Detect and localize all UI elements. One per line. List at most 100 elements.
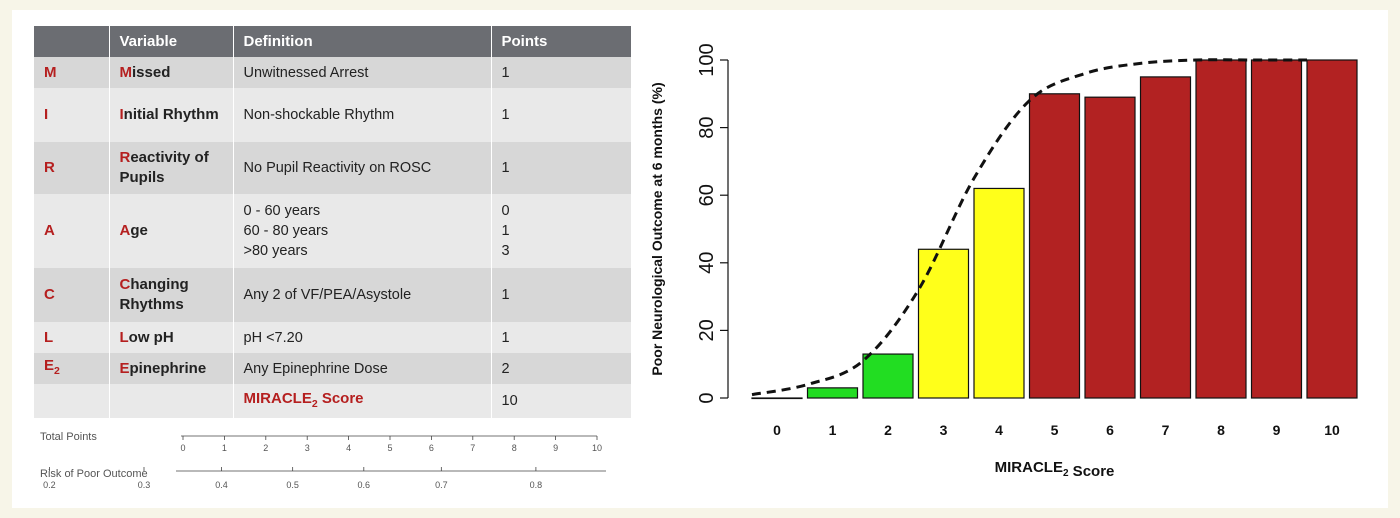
bar-6 bbox=[1084, 96, 1136, 399]
header-variable: Variable bbox=[109, 26, 234, 57]
total-points-tick-label: 2 bbox=[263, 443, 268, 453]
bar-3 bbox=[917, 248, 970, 399]
table-total-row: MIRACLE2 Score 10 bbox=[34, 384, 631, 418]
bar-chart: 0 20 40 60 80 100 0 1 2 3 4 5 6 7 8 9 10 Poor Neurologi… bbox=[649, 43, 1358, 480]
y-tick-label: 20 bbox=[696, 319, 718, 341]
definition-line: 60 - 80 years bbox=[243, 223, 329, 239]
row-points: 1 bbox=[491, 88, 631, 142]
bar-1 bbox=[806, 387, 859, 399]
table-row: A Age 0 - 60 years 60 - 80 years >80 years 0 1… bbox=[34, 194, 631, 268]
row-definition: Any 2 of VF/PEA/Asystole bbox=[233, 268, 492, 322]
points-line: 1 bbox=[501, 160, 510, 176]
header-definition: Definition bbox=[233, 26, 492, 57]
total-points-tick-label: 8 bbox=[512, 443, 517, 453]
points-line: 0 bbox=[501, 203, 510, 219]
risk-tick-label: 0.7 bbox=[435, 480, 448, 490]
y-axis: 0 20 40 60 80 100 bbox=[696, 43, 729, 404]
total-points-tick-label: 3 bbox=[305, 443, 310, 453]
bar-0 bbox=[751, 397, 803, 400]
miracle2-score-table: Variable Definition Points M Missed Unwitn… bbox=[34, 26, 631, 418]
header-points: Points bbox=[491, 26, 631, 57]
total-points-tick-label: 1 bbox=[222, 443, 227, 453]
row-variable: Changing Rhythms bbox=[109, 268, 234, 322]
variable-rest: eactivity of Pupils bbox=[119, 149, 209, 186]
table-row: L Low pH pH <7.20 1 bbox=[34, 322, 631, 353]
definition-line: pH <7.20 bbox=[243, 329, 303, 346]
table-body: M Missed Unwitnessed Arrest 1 I Initial Rhyth… bbox=[34, 57, 631, 418]
x-tick-label: 4 bbox=[995, 422, 1003, 438]
variable-rest: issed bbox=[132, 63, 171, 81]
bar-2 bbox=[862, 353, 914, 399]
bar-4 bbox=[973, 187, 1025, 399]
points-line: 3 bbox=[501, 243, 510, 259]
total-points-tick-label: 5 bbox=[387, 443, 392, 453]
bar-8 bbox=[1195, 59, 1247, 399]
bars bbox=[751, 59, 1358, 400]
y-tick-label: 40 bbox=[696, 252, 718, 274]
points-line: 1 bbox=[501, 329, 510, 346]
y-tick-label: 0 bbox=[696, 392, 718, 403]
x-tick-label: 8 bbox=[1217, 422, 1225, 438]
row-variable: Epinephrine bbox=[109, 353, 234, 384]
row-definition: No Pupil Reactivity on ROSC bbox=[233, 142, 492, 194]
row-definition: Non-shockable Rhythm bbox=[233, 88, 492, 142]
variable-rest: hanging Rhythms bbox=[119, 276, 189, 313]
y-tick-label: 60 bbox=[696, 184, 718, 206]
total-points-tick-label: 6 bbox=[429, 443, 434, 453]
row-variable: Low pH bbox=[109, 322, 234, 353]
total-score-points: 10 bbox=[491, 384, 631, 418]
points-line: 1 bbox=[501, 223, 510, 239]
variable-initial: R bbox=[119, 149, 131, 166]
variable-rest: ge bbox=[130, 222, 148, 239]
table-header-row: Variable Definition Points bbox=[34, 26, 631, 57]
empty-cell bbox=[34, 384, 110, 418]
variable-initial: E bbox=[119, 359, 130, 377]
empty-cell bbox=[109, 384, 234, 418]
row-letter: I bbox=[34, 88, 110, 142]
row-definition: Unwitnessed Arrest bbox=[233, 57, 492, 88]
total-score-label: MIRACLE2 Score bbox=[233, 384, 492, 418]
row-points: 1 bbox=[491, 322, 631, 353]
x-tick-label: 10 bbox=[1324, 422, 1340, 438]
row-letter: R bbox=[34, 142, 110, 194]
y-tick-label: 100 bbox=[696, 43, 718, 76]
variable-initial: M bbox=[119, 63, 133, 81]
row-definition: 0 - 60 years 60 - 80 years >80 years bbox=[233, 194, 492, 268]
total-points-label: Total Points bbox=[40, 431, 97, 443]
variable-rest: ow pH bbox=[128, 328, 174, 346]
header-letter bbox=[34, 26, 110, 57]
table-row: C Changing Rhythms Any 2 of VF/PEA/Asystol… bbox=[34, 268, 631, 322]
row-letter: E2 bbox=[34, 353, 110, 384]
variable-initial: I bbox=[119, 106, 124, 123]
risk-tick-label: 0.3 bbox=[138, 480, 151, 490]
risk-ticks: 0.0250.050.10.20.30.40.50.60.70.80.90.95… bbox=[43, 467, 543, 490]
x-tick-label: 9 bbox=[1273, 422, 1281, 438]
total-points-tick-label: 7 bbox=[470, 443, 475, 453]
y-tick-label: 80 bbox=[696, 116, 718, 138]
bar-7 bbox=[1139, 76, 1192, 399]
bar-9 bbox=[1250, 59, 1303, 399]
row-definition: Any Epinephrine Dose bbox=[233, 353, 492, 384]
definition-line: Any Epinephrine Dose bbox=[243, 360, 388, 377]
risk-tick-label: 0.8 bbox=[530, 480, 543, 490]
bar-10 bbox=[1306, 59, 1358, 399]
bar-5 bbox=[1028, 93, 1081, 399]
points-line: 1 bbox=[501, 287, 510, 303]
fitted-curve bbox=[751, 58, 1307, 397]
row-variable: Reactivity of Pupils bbox=[109, 142, 234, 194]
total-points-tick-label: 4 bbox=[346, 443, 351, 453]
variable-rest: pinephrine bbox=[129, 359, 207, 377]
row-variable: Initial Rhythm bbox=[109, 88, 234, 142]
definition-line: Unwitnessed Arrest bbox=[243, 64, 369, 81]
row-letter: L bbox=[34, 322, 110, 353]
row-letter: M bbox=[34, 57, 110, 88]
x-tick-label: 3 bbox=[940, 422, 948, 438]
risk-tick-label: 0.5 bbox=[286, 480, 299, 490]
x-tick-label: 6 bbox=[1106, 422, 1114, 438]
x-tick-label: 5 bbox=[1051, 422, 1059, 438]
x-axis-label: MIRACLE2 Score bbox=[995, 459, 1115, 480]
total-points-tick-label: 10 bbox=[592, 443, 602, 453]
nomogram: Total Points 0 1 2 3 4 5 6 7 8 9 10 Risk of Poor O… bbox=[40, 431, 606, 490]
table-row: E2 Epinephrine Any Epinephrine Dose 2 bbox=[34, 353, 631, 384]
x-tick-label: 0 bbox=[773, 422, 781, 438]
